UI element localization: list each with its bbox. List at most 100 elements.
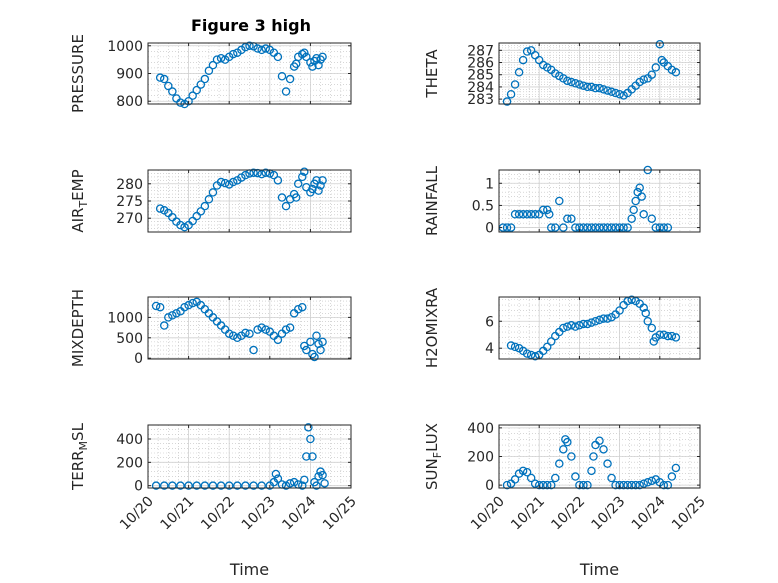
data-point	[204, 195, 214, 204]
data-point	[300, 475, 309, 485]
y-tick-label: 283	[467, 92, 494, 108]
data-point	[657, 55, 667, 65]
data-point	[200, 481, 210, 490]
data-point	[502, 223, 512, 232]
data-point	[200, 74, 210, 84]
y-tick-label: 280	[116, 177, 143, 193]
data-point	[635, 183, 644, 192]
data-point	[289, 477, 299, 487]
x-tick-label: 10/21	[508, 494, 548, 534]
data-point	[208, 188, 218, 197]
y-axis-label: THETA	[423, 49, 441, 99]
data-point	[545, 210, 554, 219]
data-point	[526, 210, 536, 219]
data-point	[281, 87, 291, 96]
data-point	[629, 205, 638, 215]
data-point	[589, 452, 598, 461]
y-axis-label: TERRMSL	[69, 422, 90, 491]
data-point	[647, 214, 657, 223]
data-point	[304, 423, 313, 432]
y-tick-label: 284	[467, 80, 494, 96]
data-point	[542, 205, 552, 215]
y-tick-label: 0	[134, 351, 143, 367]
data-point	[547, 480, 556, 490]
data-point	[575, 480, 584, 490]
data-point	[257, 323, 266, 332]
data-point	[627, 480, 636, 490]
data-point	[591, 83, 600, 93]
data-point	[196, 207, 206, 216]
data-point	[547, 223, 556, 232]
y-tick-label: 400	[116, 432, 143, 448]
data-point	[579, 319, 588, 329]
data-point	[176, 481, 185, 490]
x-tick-label: 10/23	[239, 494, 279, 534]
data-point	[277, 72, 287, 81]
x-tick-label: 10/24	[629, 493, 669, 533]
data-point	[587, 318, 596, 327]
data-point	[651, 223, 661, 232]
data-point	[229, 331, 238, 340]
x-tick-label: 10/25	[320, 494, 360, 534]
data-point	[510, 342, 520, 352]
data-point	[563, 214, 572, 223]
data-point	[599, 314, 608, 323]
y-axis-label: AIRTEMP	[69, 169, 90, 232]
data-point	[277, 193, 287, 202]
y-axis-label: PRESSURE	[69, 34, 87, 113]
data-point	[155, 302, 165, 312]
y-tick-label: 400	[467, 421, 494, 437]
data-point	[567, 321, 576, 330]
data-point	[643, 317, 652, 326]
data-point	[245, 329, 254, 338]
data-point	[635, 480, 644, 490]
data-point	[530, 210, 540, 219]
data-point	[300, 167, 309, 176]
data-point	[245, 41, 254, 51]
data-point	[216, 481, 226, 490]
data-point	[320, 479, 329, 488]
data-point	[583, 480, 592, 490]
data-point	[599, 445, 608, 454]
data-point	[587, 466, 596, 476]
figure-title: Figure 3 high	[191, 16, 311, 35]
y-tick-label: 900	[116, 67, 143, 83]
data-point	[619, 223, 628, 232]
mixdepth-panel: 0 500 1000 MIXDEPTH	[69, 289, 352, 367]
data-point	[518, 55, 528, 65]
data-point	[155, 73, 165, 82]
data-point	[216, 54, 226, 63]
data-point	[587, 223, 596, 232]
data-point	[312, 176, 321, 185]
data-point	[220, 325, 230, 334]
data-point	[220, 178, 230, 188]
x-tick-label: 10/20	[117, 494, 157, 534]
data-point	[542, 342, 552, 352]
data-point	[567, 77, 576, 87]
y-axis-label: MIXDEPTH	[69, 289, 87, 367]
data-point	[671, 333, 681, 342]
y-tick-label: 0	[134, 479, 143, 495]
data-point	[611, 88, 620, 98]
y-tick-label: 200	[467, 450, 494, 466]
data-point	[273, 52, 283, 62]
data-point	[312, 481, 321, 490]
data-point	[208, 481, 218, 490]
data-point	[184, 481, 193, 490]
y-tick-label: 800	[116, 94, 143, 110]
data-point	[285, 323, 295, 332]
terr_msl-panel: 0 200 400 TERRMSL 10/20 10/21 10/22 10/23 10/24 1…	[69, 422, 360, 579]
data-point	[510, 475, 520, 484]
data-point	[667, 472, 677, 481]
data-point	[579, 223, 588, 232]
data-point	[555, 196, 564, 206]
data-point	[571, 472, 580, 481]
data-point	[522, 210, 532, 219]
y-tick-label: 270	[116, 211, 143, 227]
data-point	[281, 481, 291, 490]
y-tick-label: 0.5	[472, 198, 494, 214]
y-tick-label: 275	[116, 194, 143, 210]
x-axis-label: Time	[229, 560, 269, 579]
data-point	[559, 223, 568, 232]
data-point	[559, 445, 568, 454]
